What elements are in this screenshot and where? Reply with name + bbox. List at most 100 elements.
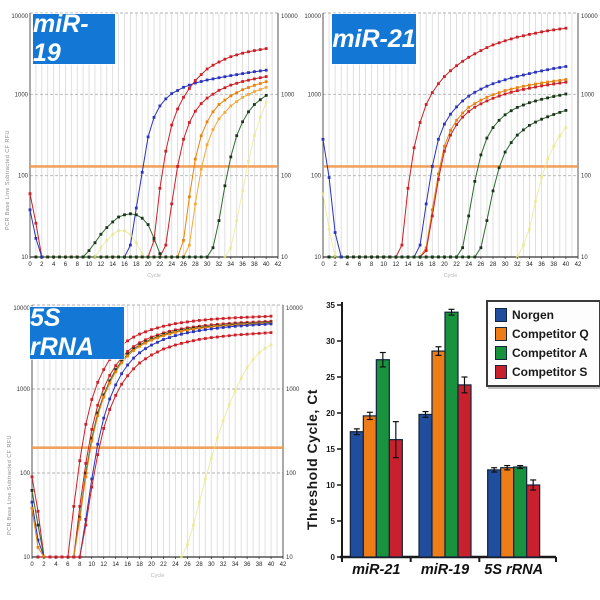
svg-text:0: 0 [30,562,34,568]
svg-text:10: 10 [21,255,28,261]
legend-label: Competitor Q [512,327,589,341]
5s-rrna-title: 5S rRNA [30,304,124,361]
svg-text:1000: 1000 [581,92,595,98]
svg-text:18: 18 [429,262,436,268]
svg-text:4: 4 [54,562,58,568]
svg-text:10: 10 [314,255,321,261]
svg-text:Cycle: Cycle [151,573,165,579]
svg-text:24: 24 [465,262,472,268]
svg-text:10: 10 [23,555,30,561]
svg-text:100: 100 [286,471,297,477]
mir19-y-axis-label: PCR Base Line Subtracted CF RFU [5,130,11,230]
svg-text:2: 2 [40,262,44,268]
svg-text:22: 22 [160,562,167,568]
5s-rrna-panel: PCR Base Line Subtracted CF RFU 10 10 100 1… [0,295,310,600]
svg-text:12: 12 [100,562,107,568]
svg-text:100: 100 [281,174,292,180]
svg-text:30: 30 [208,562,215,568]
mir21-panel: 10 10 100 100 1000 1000 10000 10000 0 2 4 6 8 10 12 14 1… [300,0,600,295]
svg-text:22: 22 [453,262,460,268]
svg-text:36: 36 [244,562,251,568]
svg-text:40: 40 [268,562,275,568]
svg-text:10: 10 [286,555,293,561]
svg-text:32: 32 [220,562,227,568]
ct-bar-plot: 0 5 10 15 20 25 30 35 miR-21 miR-19 5S rRNA [326,301,557,578]
svg-text:42: 42 [275,262,282,268]
svg-text:36: 36 [538,262,545,268]
svg-text:32: 32 [514,262,521,268]
svg-text:Cycle: Cycle [147,273,161,279]
svg-text:0: 0 [331,553,336,562]
svg-text:20: 20 [326,409,335,418]
svg-text:0: 0 [321,262,325,268]
legend-swatch [495,346,507,360]
legend-label: Norgen [512,308,554,322]
svg-text:38: 38 [251,262,258,268]
svg-text:36: 36 [239,262,246,268]
svg-text:1000: 1000 [286,387,300,393]
svg-text:4: 4 [346,262,350,268]
svg-text:10: 10 [281,255,288,261]
svg-text:6: 6 [358,262,362,268]
svg-text:1000: 1000 [17,387,31,393]
svg-text:30: 30 [326,337,335,346]
svg-text:24: 24 [172,562,179,568]
svg-text:100: 100 [18,174,29,180]
svg-text:26: 26 [180,262,187,268]
svg-text:40: 40 [563,262,570,268]
svg-text:100: 100 [20,471,31,477]
legend-swatch [495,365,507,379]
svg-text:6: 6 [64,262,68,268]
svg-text:100: 100 [311,174,322,180]
svg-text:16: 16 [417,262,424,268]
svg-text:miR-21: miR-21 [352,562,400,578]
svg-text:10000: 10000 [13,306,30,312]
svg-text:30: 30 [502,262,509,268]
ct-y-axis-label: Threshold Cycle, Ct [304,389,320,530]
svg-text:8: 8 [78,562,82,568]
svg-text:16: 16 [124,562,131,568]
svg-text:8: 8 [76,262,80,268]
svg-text:28: 28 [192,262,199,268]
svg-text:12: 12 [393,262,400,268]
svg-text:42: 42 [575,262,582,268]
legend-label: Competitor A [512,346,588,360]
svg-text:10000: 10000 [11,14,28,20]
svg-text:4: 4 [52,262,56,268]
5s-rrna-y-axis-label: PCR Base Line Subtracted CF RFU [7,435,13,535]
svg-text:10000: 10000 [304,14,321,20]
svg-text:26: 26 [184,562,191,568]
mir19-title: miR-19 [33,10,115,67]
ct-legend: Norgen Competitor Q Competitor A Competitor… [486,300,600,387]
svg-text:8: 8 [370,262,374,268]
svg-text:18: 18 [133,262,140,268]
legend-item: Norgen [495,308,591,322]
svg-text:38: 38 [256,562,263,568]
svg-text:10: 10 [88,562,95,568]
svg-text:miR-19: miR-19 [421,562,469,578]
legend-swatch [495,308,507,322]
svg-text:14: 14 [112,562,119,568]
svg-text:2: 2 [42,562,46,568]
svg-text:10000: 10000 [581,14,598,20]
svg-text:10: 10 [86,262,93,268]
svg-text:10000: 10000 [286,306,303,312]
svg-text:20: 20 [441,262,448,268]
svg-text:1000: 1000 [308,92,322,98]
svg-text:10000: 10000 [281,14,298,20]
svg-text:5: 5 [331,517,336,526]
svg-text:16: 16 [121,262,128,268]
svg-text:1000: 1000 [15,92,29,98]
legend-label: Competitor S [512,365,588,379]
svg-text:26: 26 [478,262,485,268]
legend-item: Competitor Q [495,327,591,341]
svg-text:22: 22 [157,262,164,268]
svg-text:30: 30 [204,262,211,268]
mir21-title: miR-21 [332,14,416,64]
ct-bar-chart-panel: Threshold Cycle, Ct 0 5 10 15 20 25 30 35 miR-21… [300,295,600,600]
svg-text:34: 34 [232,562,239,568]
svg-text:38: 38 [550,262,557,268]
svg-text:0: 0 [28,262,32,268]
legend-item: Competitor S [495,365,591,379]
